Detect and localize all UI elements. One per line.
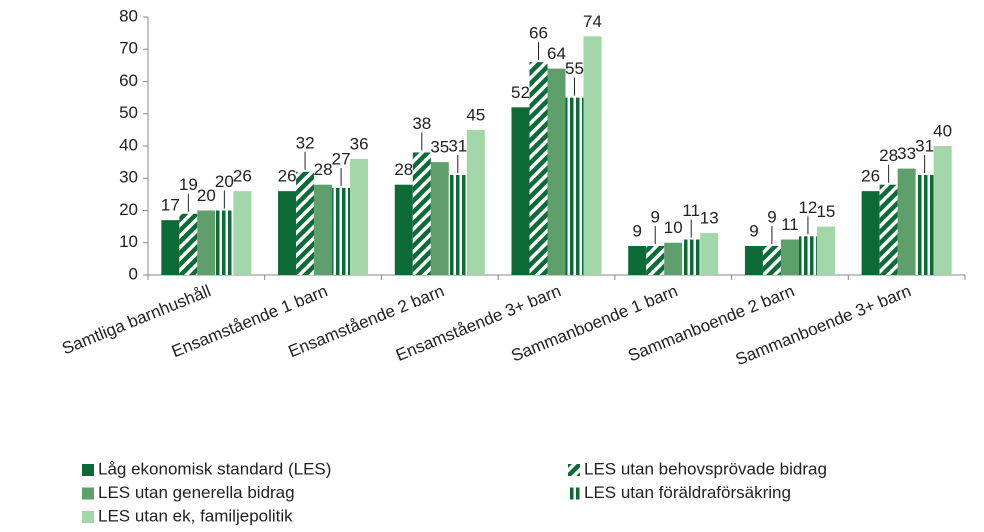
data-label: 11: [781, 215, 799, 234]
legend-swatch: [82, 487, 94, 500]
data-label: 17: [161, 196, 180, 215]
data-label: 66: [529, 24, 548, 43]
bar: [861, 191, 880, 275]
data-label: 38: [412, 114, 431, 133]
y-tick-label: 10: [119, 232, 138, 251]
legend-swatch: [82, 511, 94, 523]
y-tick-label: 20: [119, 200, 138, 219]
data-label: 15: [816, 202, 835, 221]
y-tick-label: 30: [119, 168, 138, 187]
data-label: 52: [511, 83, 530, 102]
data-label: 45: [466, 105, 485, 124]
bar: [296, 171, 315, 275]
data-label: 20: [215, 172, 234, 191]
y-tick-label: 70: [119, 39, 138, 58]
data-label: 26: [233, 167, 252, 186]
data-label: 28: [879, 146, 898, 165]
y-tick-label: 80: [119, 6, 138, 25]
data-label: 9: [767, 207, 776, 226]
bar: [412, 152, 431, 275]
bar: [430, 162, 449, 275]
data-label: 10: [664, 218, 683, 237]
legend-swatch: [82, 464, 94, 476]
y-tick-label: 60: [119, 71, 138, 90]
y-tick-label: 40: [119, 135, 138, 154]
bar: [915, 175, 934, 275]
data-label: 28: [314, 160, 333, 179]
bar: [664, 242, 683, 275]
bar: [197, 210, 216, 275]
bar: [700, 233, 719, 275]
bar: [933, 146, 952, 275]
data-label: 28: [394, 160, 413, 179]
bar: [529, 62, 548, 276]
data-label: 9: [632, 221, 641, 240]
bar: [448, 175, 467, 275]
bar: [762, 245, 781, 275]
data-label: 11: [682, 201, 700, 220]
data-label: 26: [278, 167, 297, 186]
legend-label: LES utan behovsprövade bidrag: [584, 459, 827, 478]
data-label: 9: [749, 221, 758, 240]
data-label: 36: [350, 134, 369, 153]
bar: [816, 226, 835, 275]
bar: [314, 184, 333, 275]
y-tick-label: 50: [119, 103, 138, 122]
bar: [682, 239, 701, 275]
legend-label: LES utan ek, familjepolitik: [98, 506, 293, 525]
bar: [466, 129, 485, 275]
data-label: 31: [915, 137, 934, 156]
data-label: 13: [700, 209, 719, 228]
bar: [744, 245, 763, 275]
data-label: 64: [547, 44, 566, 63]
data-label: 40: [933, 121, 952, 140]
bar: [897, 168, 916, 275]
data-label: 12: [798, 198, 817, 217]
data-label: 74: [583, 12, 602, 31]
bar: [547, 68, 566, 275]
data-label: 20: [197, 186, 216, 205]
bar: [350, 158, 369, 275]
data-label: 33: [897, 144, 916, 163]
data-label: 9: [650, 207, 659, 226]
data-label: 26: [861, 167, 880, 186]
data-label: 35: [430, 138, 449, 157]
data-label: 27: [332, 149, 351, 168]
legend-swatch: [568, 464, 580, 476]
bar: [233, 191, 252, 275]
bar: [511, 107, 530, 275]
data-label: 55: [565, 59, 584, 78]
data-label: 19: [179, 175, 198, 194]
bar: [798, 236, 817, 275]
bar: [780, 239, 799, 275]
bar: [879, 184, 898, 275]
legend-label: LES utan föräldraförsäkring: [584, 483, 791, 502]
bar: [628, 245, 647, 275]
bar: [646, 245, 665, 275]
bar: [332, 187, 351, 275]
bar: [179, 213, 198, 275]
legend-swatch: [568, 487, 580, 500]
bar: [215, 210, 234, 275]
y-tick-label: 0: [129, 264, 138, 283]
bar: [565, 97, 584, 275]
bar: [278, 191, 297, 275]
data-label: 32: [296, 133, 315, 152]
bar: [394, 184, 413, 275]
bar: [161, 220, 180, 275]
data-label: 31: [448, 137, 467, 156]
bar: [583, 36, 602, 275]
legend-label: LES utan generella bidrag: [98, 483, 295, 502]
legend-label: Låg ekonomisk standard (LES): [98, 459, 331, 478]
